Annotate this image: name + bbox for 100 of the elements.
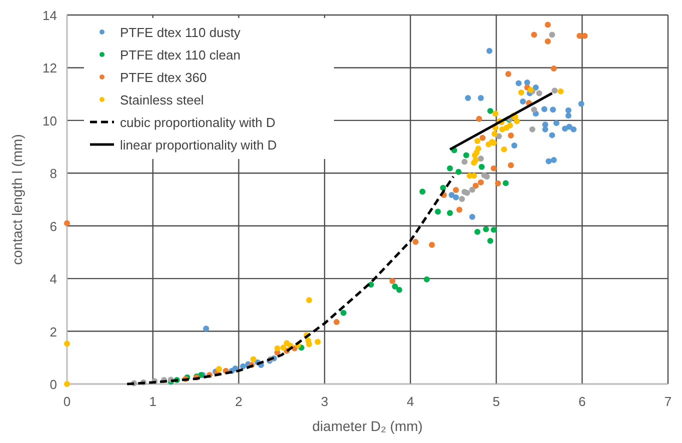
point [502, 180, 509, 186]
point [480, 134, 486, 141]
point [64, 381, 70, 387]
y-tick-label: 2 [50, 324, 57, 340]
point [446, 210, 453, 216]
x-tick-label: 6 [578, 394, 586, 409]
point [419, 188, 426, 195]
y-tick-label: 14 [42, 8, 57, 23]
point [64, 220, 70, 226]
point [340, 310, 346, 316]
point [472, 182, 479, 189]
point [476, 116, 482, 122]
point [492, 110, 498, 117]
y-axis-title: contact length l (mm) [9, 134, 25, 265]
point [486, 141, 492, 148]
point [478, 179, 484, 186]
point [458, 196, 465, 202]
point [490, 226, 497, 233]
point [565, 107, 572, 114]
point [424, 276, 430, 282]
y-tick-label: 8 [50, 166, 57, 182]
point [446, 165, 453, 172]
point [428, 242, 435, 248]
point [558, 88, 564, 94]
point [552, 88, 558, 94]
x-tick-label: 5 [492, 394, 500, 409]
point [334, 319, 340, 326]
point [64, 340, 70, 347]
point [434, 208, 441, 215]
point [469, 214, 476, 220]
x-tick-label: 3 [320, 394, 328, 409]
line-series [126, 175, 455, 386]
point [412, 238, 419, 245]
point [536, 90, 542, 96]
point [306, 297, 312, 304]
point [553, 120, 560, 126]
x-tick-label: 7 [664, 394, 672, 409]
point [452, 187, 459, 194]
point [514, 118, 520, 124]
y-tick-label: 4 [50, 272, 57, 287]
point [452, 194, 459, 200]
y-tick-label: 6 [50, 218, 57, 234]
point [544, 38, 551, 44]
point [508, 162, 514, 168]
point [280, 344, 286, 351]
point [505, 71, 512, 78]
point [470, 160, 477, 166]
point [469, 186, 476, 193]
point [250, 356, 256, 362]
x-axis-title: diameter D₂ (mm) [312, 418, 423, 434]
point [531, 106, 538, 113]
point [550, 156, 557, 163]
legend-label: linear proportionality with D [120, 138, 277, 152]
point [532, 84, 539, 90]
point [487, 238, 494, 244]
x-tick-label: 1 [149, 394, 156, 409]
point [501, 146, 508, 152]
point [490, 165, 497, 172]
point [440, 184, 446, 191]
point [474, 138, 480, 144]
point [511, 142, 518, 148]
point [546, 158, 552, 164]
point [499, 126, 506, 132]
point [508, 132, 514, 138]
point [462, 158, 468, 165]
point [529, 126, 536, 132]
point [240, 363, 246, 370]
y-tick-label: 10 [42, 113, 57, 128]
legend-label: PTFE dtex 110 dusty [120, 25, 241, 40]
point [478, 164, 485, 170]
point [464, 95, 471, 102]
point [274, 345, 280, 352]
point [448, 192, 455, 198]
point [531, 32, 538, 38]
point [576, 32, 583, 39]
point [478, 95, 484, 102]
x-tick-label: 4 [406, 394, 414, 409]
point [314, 338, 321, 345]
point [396, 286, 402, 293]
point [284, 340, 290, 346]
y-tick-label: 0 [50, 377, 57, 392]
point [478, 156, 484, 162]
point [565, 112, 572, 119]
point [474, 228, 480, 235]
point [487, 108, 494, 114]
legend-label: PTFE dtex 110 clean [120, 48, 240, 62]
point [550, 106, 556, 113]
point [463, 152, 470, 158]
point [549, 132, 556, 138]
point [541, 106, 548, 112]
x-tick-label: 0 [63, 394, 71, 409]
point [518, 89, 524, 96]
legend-label: cubic proportionality with D [120, 115, 276, 130]
point [482, 226, 489, 232]
point [544, 22, 551, 28]
point [550, 66, 557, 72]
x-tick-label: 2 [235, 394, 242, 409]
legend-label: PTFE dtex 360 [120, 70, 207, 85]
point [484, 174, 490, 180]
point [549, 32, 556, 38]
